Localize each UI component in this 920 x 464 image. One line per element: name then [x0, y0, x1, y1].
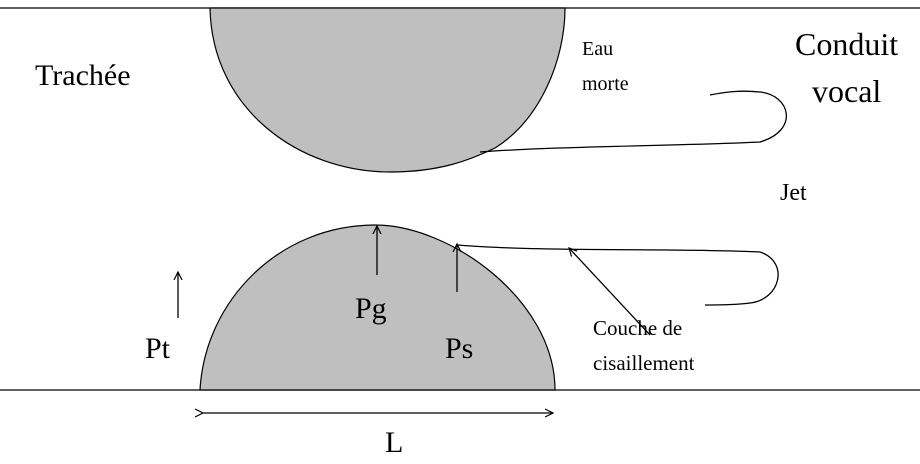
label: Trachée: [35, 59, 131, 92]
label: Conduit: [795, 26, 898, 62]
label: L: [385, 426, 403, 459]
label: Pg: [355, 292, 387, 325]
label: vocal: [812, 73, 881, 109]
label: cisaillement: [593, 351, 695, 375]
upper-fold: [209, 7, 566, 173]
upper-jet-boundary: [479, 90, 788, 153]
label: Pt: [145, 332, 171, 365]
label: Jet: [780, 180, 807, 206]
label: morte: [582, 73, 629, 95]
lower-jet-boundary: [457, 244, 779, 306]
label: Couche de: [593, 316, 682, 340]
label: Eau: [582, 38, 613, 60]
shear-arrow: [569, 248, 651, 336]
label: Ps: [445, 332, 473, 365]
